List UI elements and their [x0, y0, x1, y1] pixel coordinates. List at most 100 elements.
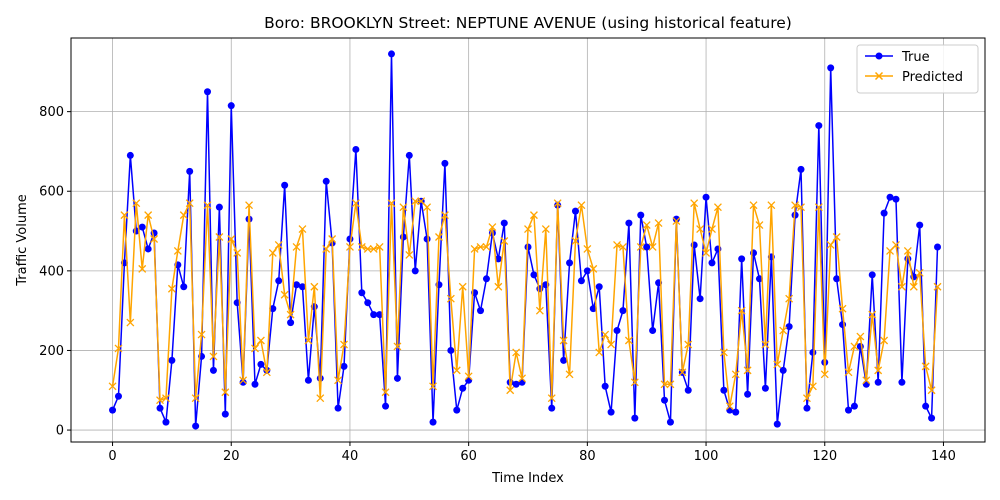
data-point-true	[785, 323, 793, 331]
data-point-predicted	[470, 244, 479, 253]
data-point-true	[809, 348, 817, 356]
data-point-predicted	[518, 374, 527, 383]
data-point-true	[637, 211, 645, 219]
data-point-predicted	[654, 219, 663, 228]
data-point-true	[595, 283, 603, 291]
data-point-true	[411, 267, 419, 275]
data-point-predicted	[316, 394, 325, 403]
data-point-true	[880, 209, 888, 217]
data-point-predicted	[713, 203, 722, 212]
data-point-predicted	[725, 402, 734, 411]
legend-box	[856, 44, 979, 94]
data-point-true	[441, 159, 449, 167]
data-point-predicted	[173, 246, 182, 255]
data-point-predicted	[245, 201, 254, 210]
data-point-predicted	[808, 382, 817, 391]
data-point-predicted	[482, 243, 491, 251]
data-point-true	[512, 380, 520, 388]
data-point-predicted	[488, 223, 497, 232]
data-point-predicted	[446, 294, 455, 303]
data-point-true	[589, 305, 597, 313]
data-point-predicted	[310, 282, 319, 291]
data-point-predicted	[417, 197, 426, 206]
data-point-predicted	[387, 199, 396, 208]
x-tick-label: 80	[579, 449, 596, 464]
data-point-true	[204, 88, 212, 96]
data-point-predicted	[886, 246, 894, 255]
data-point-predicted	[684, 340, 693, 349]
data-point-predicted	[167, 284, 176, 293]
data-point-true	[886, 193, 894, 201]
data-point-predicted	[322, 244, 331, 253]
x-axis-label: Time Index	[491, 471, 564, 486]
data-point-predicted	[636, 243, 645, 251]
data-point-true	[340, 362, 348, 370]
data-point-predicted	[144, 211, 153, 220]
data-point-true	[298, 283, 306, 291]
data-point-true	[708, 259, 716, 267]
data-point-predicted	[286, 310, 295, 319]
data-point-predicted	[150, 235, 159, 243]
data-point-true	[643, 243, 651, 251]
data-point-predicted	[494, 282, 503, 291]
data-point-true	[738, 255, 746, 263]
data-point-true	[281, 181, 289, 189]
data-point-true	[126, 151, 134, 159]
data-point-predicted	[452, 366, 461, 375]
data-point-predicted	[298, 225, 307, 234]
data-point-true	[844, 406, 852, 414]
data-point-predicted	[850, 342, 859, 351]
data-point-true	[275, 277, 283, 285]
data-point-true	[500, 219, 508, 227]
y-tick-label: 0	[56, 424, 64, 439]
data-point-true	[684, 386, 692, 394]
data-point-true	[423, 235, 431, 243]
data-point-predicted	[500, 237, 509, 245]
x-tick-label: 100	[694, 449, 719, 464]
data-point-predicted	[791, 201, 800, 210]
data-point-true	[916, 221, 924, 229]
data-point-predicted	[583, 244, 592, 253]
data-point-predicted	[399, 203, 408, 212]
data-point-true	[856, 342, 864, 350]
data-point-predicted	[613, 241, 621, 249]
data-point-predicted	[571, 237, 580, 245]
data-point-predicted	[719, 348, 728, 357]
data-point-predicted	[672, 217, 681, 226]
data-point-predicted	[411, 197, 420, 206]
data-point-predicted	[601, 330, 610, 339]
data-point-predicted	[589, 264, 598, 273]
data-point-true	[827, 64, 835, 72]
data-point-true	[566, 259, 574, 267]
data-point-true	[162, 418, 170, 426]
x-tick-label: 40	[342, 449, 359, 464]
data-point-predicted	[785, 294, 794, 303]
data-point-predicted	[262, 368, 271, 377]
data-point-true	[815, 122, 823, 130]
data-point-predicted	[227, 235, 236, 243]
data-point-predicted	[340, 340, 348, 349]
data-point-predicted	[221, 388, 230, 397]
data-point-true	[482, 275, 490, 283]
data-point-predicted	[607, 340, 616, 349]
data-point-true	[922, 402, 930, 410]
data-point-true	[898, 378, 906, 386]
data-point-predicted	[755, 221, 764, 230]
data-point-predicted	[512, 348, 521, 357]
data-point-predicted	[280, 290, 289, 299]
data-point-predicted	[624, 336, 633, 345]
legend: True Predicted	[856, 44, 979, 94]
data-point-true	[696, 295, 704, 303]
data-point-predicted	[814, 203, 823, 212]
legend-predicted-marker	[874, 71, 884, 81]
data-point-true	[138, 223, 146, 231]
data-point-predicted	[375, 243, 384, 251]
data-point-predicted	[435, 233, 443, 241]
data-point-predicted	[826, 241, 835, 249]
data-point-predicted	[185, 199, 194, 208]
data-point-true	[114, 392, 122, 400]
data-point-true	[631, 414, 639, 422]
data-point-predicted	[565, 370, 574, 379]
data-point-true	[773, 420, 781, 428]
data-point-predicted	[773, 360, 782, 369]
